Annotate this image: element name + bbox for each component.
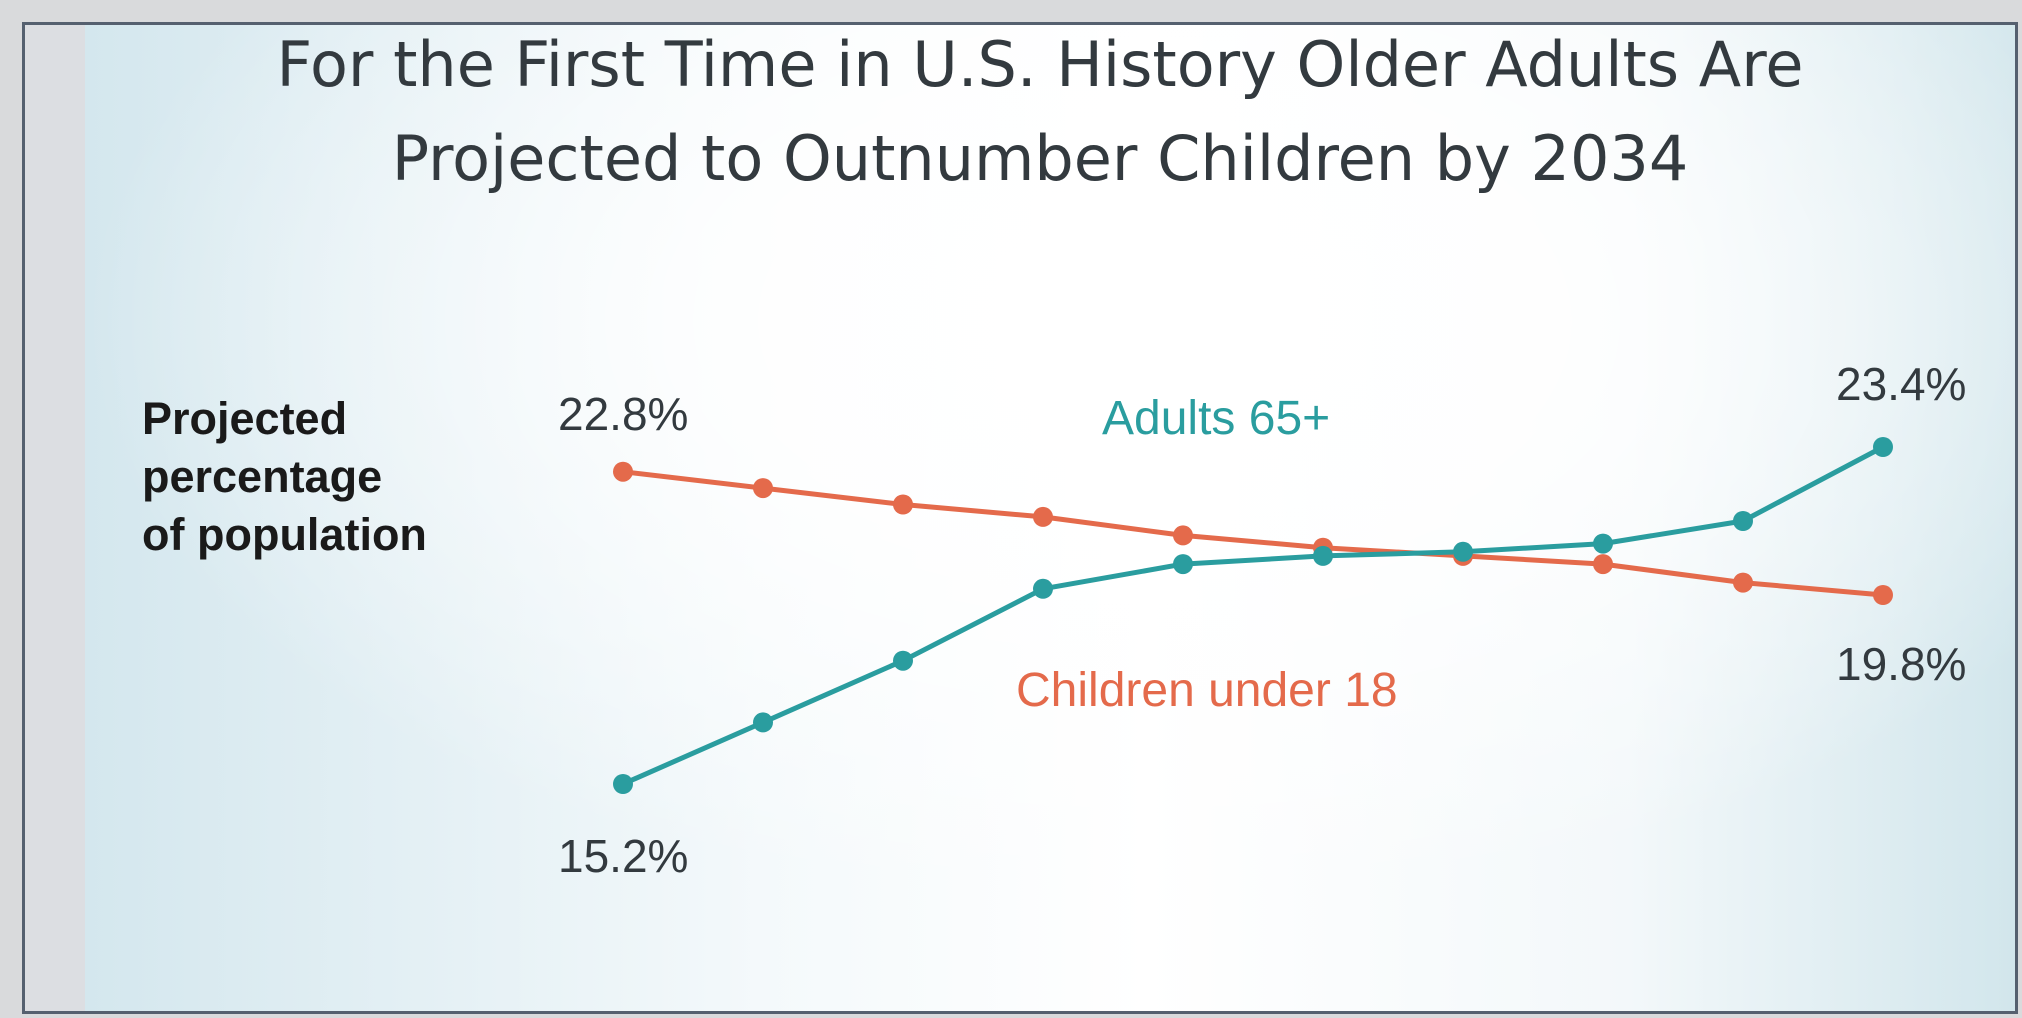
y-axis-label-line-1: Projected	[142, 393, 348, 444]
adults-point-2	[753, 712, 773, 733]
children-point-9	[1733, 572, 1753, 593]
children-point-3	[893, 494, 913, 515]
series-label-adults: Adults 65+	[1102, 392, 1330, 445]
adults-start-label: 15.2%	[558, 830, 688, 882]
adults-point-8	[1593, 533, 1613, 554]
children-end-label: 19.8%	[1836, 638, 1966, 690]
adults-point-10	[1873, 437, 1893, 457]
adults-end-label: 23.4%	[1836, 358, 1966, 410]
chart-title-line-1: For the First Time in U.S. History Older…	[276, 28, 1804, 101]
slide-frame	[22, 22, 2018, 1014]
adults-series-line	[621, 444, 1885, 787]
children-point-1	[613, 461, 633, 482]
adults-point-3	[893, 650, 913, 671]
adults-point-7	[1453, 541, 1473, 562]
adults-point-6	[1313, 545, 1333, 566]
children-point-2	[753, 478, 773, 499]
children-point-4	[1033, 506, 1053, 527]
children-point-10	[1873, 585, 1893, 605]
adults-point-9	[1733, 511, 1753, 531]
chart-title: For the First Time in U.S. History Older…	[140, 18, 1940, 206]
y-axis-label-line-3: of population	[142, 509, 427, 560]
children-point-5	[1173, 525, 1193, 546]
series-label-children: Children under 18	[1016, 664, 1398, 717]
y-axis-label-line-2: percentage	[142, 451, 383, 502]
adults-point-4	[1033, 578, 1053, 599]
children-series-line	[622, 469, 1884, 598]
data-labels: 22.8% 23.4% 15.2% 19.8% Adults 65+ Child…	[558, 358, 1966, 882]
children-start-label: 22.8%	[558, 388, 688, 440]
adults-point-5	[1173, 554, 1193, 575]
series-points	[613, 437, 1893, 794]
children-point-8	[1593, 554, 1613, 575]
adults-point-1	[613, 774, 633, 794]
y-axis-label: Projected percentage of population	[142, 390, 562, 564]
chart-title-line-2: Projected to Outnumber Children by 2034	[391, 122, 1689, 195]
series-lines	[621, 444, 1885, 787]
